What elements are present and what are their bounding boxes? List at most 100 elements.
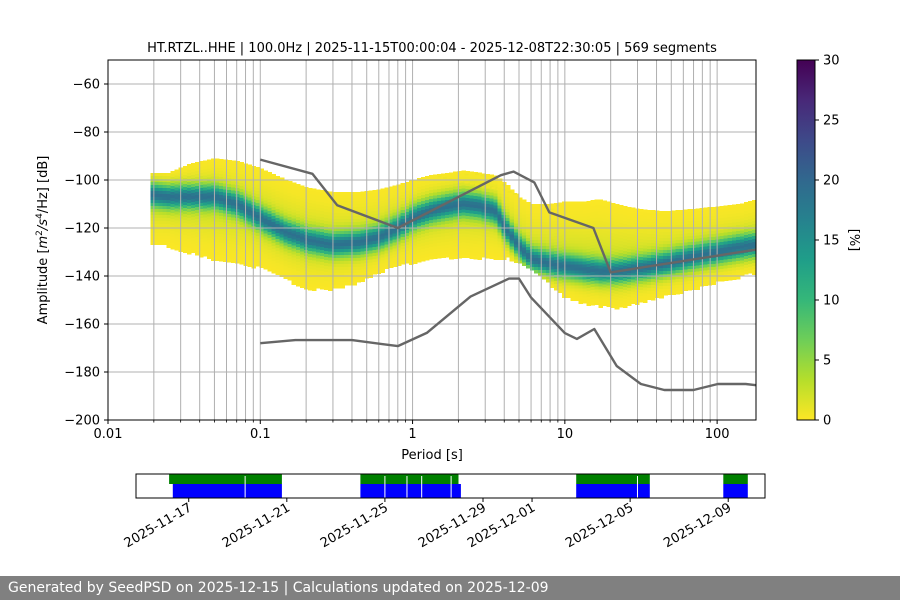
psd-density-cell xyxy=(311,263,317,267)
psd-density-cell xyxy=(368,190,374,195)
psd-density-cell xyxy=(675,228,680,232)
psd-density-cell xyxy=(469,174,475,178)
psd-density-cell xyxy=(420,252,426,256)
psd-density-cell xyxy=(711,212,717,217)
psd-density-cell xyxy=(287,240,293,245)
psd-density-cell xyxy=(663,253,668,257)
psd-density-cell xyxy=(590,206,596,210)
psd-density-cell xyxy=(392,185,398,189)
psd-density-cell xyxy=(235,223,240,228)
psd-density-cell xyxy=(638,290,644,294)
psd-density-cell xyxy=(475,183,480,186)
psd-density-cell xyxy=(578,204,584,208)
psd-density-cell xyxy=(315,213,321,217)
psd-density-cell xyxy=(348,228,353,232)
psd-density-cell xyxy=(150,241,156,246)
psd-density-cell xyxy=(352,207,357,211)
psd-density-cell xyxy=(360,200,366,205)
psd-density-cell xyxy=(400,201,406,205)
psd-density-cell xyxy=(538,222,543,226)
psd-density-cell xyxy=(513,250,519,254)
psd-density-cell xyxy=(287,198,293,203)
psd-density-cell xyxy=(202,241,208,245)
psd-density-cell xyxy=(223,189,228,193)
psd-density-cell xyxy=(647,212,652,217)
psd-density-cell xyxy=(433,204,438,208)
psd-density-cell xyxy=(219,180,224,184)
psd-density-cell xyxy=(275,259,281,264)
psd-density-cell xyxy=(259,219,265,223)
psd-density-cell xyxy=(477,196,483,201)
psd-density-cell xyxy=(219,210,224,214)
psd-density-cell xyxy=(271,179,277,184)
psd-density-cell xyxy=(356,237,361,241)
psd-density-cell xyxy=(751,205,756,210)
psd-density-cell xyxy=(202,253,208,257)
psd-density-cell xyxy=(449,238,454,242)
psd-density-cell xyxy=(723,265,729,269)
psd-density-cell xyxy=(618,288,624,293)
psd-density-cell xyxy=(190,204,196,209)
psd-density-cell xyxy=(594,256,600,261)
psd-density-cell xyxy=(679,209,684,214)
psd-density-cell xyxy=(533,243,539,247)
psd-density-cell xyxy=(384,232,390,237)
psd-density-cell xyxy=(606,303,612,308)
psd-density-cell xyxy=(449,193,454,197)
psd-density-cell xyxy=(602,230,608,234)
psd-density-cell xyxy=(380,218,386,223)
psd-density-cell xyxy=(368,223,374,228)
psd-density-cell xyxy=(275,241,281,246)
psd-density-cell xyxy=(453,249,458,254)
psd-density-cell xyxy=(166,193,172,198)
psd-density-cell xyxy=(170,243,176,247)
psd-density-cell xyxy=(675,243,680,247)
psd-density-cell xyxy=(202,184,208,188)
psd-density-cell xyxy=(388,219,394,224)
psd-density-cell xyxy=(320,262,325,266)
psd-density-cell xyxy=(267,259,273,263)
psd-density-cell xyxy=(271,236,277,241)
psd-density-cell xyxy=(598,277,604,281)
psd-density-cell xyxy=(295,235,301,239)
psd-density-cell xyxy=(461,209,466,213)
psd-density-cell xyxy=(626,260,632,265)
psd-density-cell xyxy=(695,280,701,284)
psd-density-cell xyxy=(275,244,281,249)
psd-density-cell xyxy=(570,225,575,229)
psd-density-cell xyxy=(485,248,491,253)
psd-density-cell xyxy=(638,269,644,273)
psd-density-cell xyxy=(271,212,277,217)
psd-density-cell xyxy=(598,289,604,293)
psd-density-cell xyxy=(695,259,701,263)
psd-density-cell xyxy=(638,236,644,240)
psd-density-cell xyxy=(299,236,305,240)
psd-density-cell xyxy=(219,228,224,232)
psd-density-cell xyxy=(477,214,483,219)
psd-density-cell xyxy=(469,192,475,196)
psd-density-cell xyxy=(570,267,575,271)
psd-density-cell xyxy=(521,259,527,264)
psd-density-cell xyxy=(594,241,600,246)
psd-density-cell xyxy=(574,210,579,214)
psd-density-cell xyxy=(295,280,301,284)
psd-density-cell xyxy=(578,255,584,259)
psd-density-cell xyxy=(412,182,418,186)
psd-density-cell xyxy=(215,200,220,205)
psd-density-cell xyxy=(344,195,349,199)
psd-density-cell xyxy=(663,268,668,272)
psd-density-cell xyxy=(739,260,745,264)
psd-density-cell xyxy=(481,233,487,237)
psd-density-cell xyxy=(380,203,386,208)
psd-density-cell xyxy=(699,279,705,284)
psd-density-cell xyxy=(287,249,293,254)
psd-density-cell xyxy=(206,198,212,202)
psd-density-cell xyxy=(295,247,301,251)
psd-density-cell xyxy=(715,221,721,225)
psd-density-cell xyxy=(211,221,216,226)
psd-density-cell xyxy=(275,217,281,222)
psd-density-cell xyxy=(513,235,519,239)
psd-density-cell xyxy=(630,261,636,266)
psd-density-cell xyxy=(533,222,539,226)
psd-density-cell xyxy=(227,216,232,221)
